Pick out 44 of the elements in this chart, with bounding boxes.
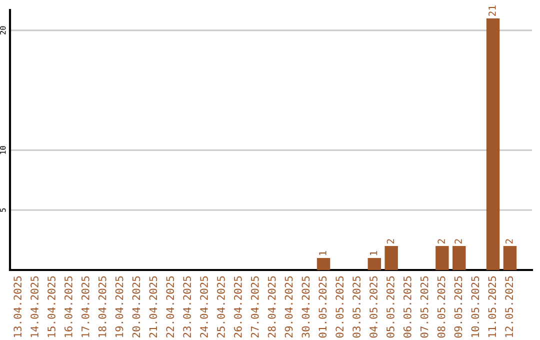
x-tick-label: 04.05.2025: [370, 276, 378, 338]
x-tick-label: 13.04.2025: [14, 276, 22, 338]
x-tick-label: 28.04.2025: [268, 276, 276, 338]
x-tick-label: 06.05.2025: [403, 276, 412, 338]
bar: [384, 246, 398, 270]
x-tick-label: 25.04.2025: [217, 276, 225, 338]
x-tick-label: 24.04.2025: [200, 276, 208, 338]
x-tick-label: 07.05.2025: [420, 276, 428, 338]
x-tick-label: 16.04.2025: [64, 276, 72, 338]
x-tick-label: 27.04.2025: [250, 276, 259, 338]
x-tick-label: 18.04.2025: [98, 276, 106, 338]
x-tick-label: 17.04.2025: [81, 276, 90, 338]
x-tick-label: 14.04.2025: [30, 276, 38, 338]
data-label: 1: [319, 251, 326, 256]
bar: [436, 246, 449, 270]
data-label: 2: [438, 239, 445, 244]
data-label: 2: [505, 239, 513, 244]
data-label: 2: [454, 239, 462, 244]
bar: [368, 258, 381, 270]
x-tick-label: 12.05.2025: [505, 276, 514, 338]
x-tick-label: 11.05.2025: [488, 276, 496, 338]
x-tick-label: 08.05.2025: [437, 276, 446, 338]
bar: [486, 18, 500, 270]
bar: [503, 246, 517, 270]
x-tick-label: 03.05.2025: [352, 276, 360, 338]
data-label: 21: [488, 6, 496, 16]
x-tick-label: 10.05.2025: [471, 276, 480, 338]
x-tick-label: 21.04.2025: [149, 276, 158, 338]
x-tick-label: 02.05.2025: [336, 276, 344, 338]
x-tick-label: 15.04.2025: [48, 276, 56, 338]
x-tick-label: 23.04.2025: [183, 276, 192, 338]
x-tick-label: 29.04.2025: [284, 276, 293, 338]
bar: [316, 258, 330, 270]
x-tick-label: 09.05.2025: [454, 276, 462, 338]
data-label: 2: [386, 239, 394, 244]
x-tick-label: 20.04.2025: [132, 276, 140, 338]
x-tick-label: 01.05.2025: [318, 276, 327, 338]
x-tick-label: 19.04.2025: [115, 276, 124, 338]
x-tick-label: 26.04.2025: [234, 276, 242, 338]
data-label: 1: [370, 251, 378, 256]
bar: [452, 246, 466, 270]
x-tick-label: 05.05.2025: [386, 276, 394, 338]
x-tick-label: 30.04.2025: [302, 276, 310, 338]
x-tick-label: 22.04.2025: [166, 276, 174, 338]
